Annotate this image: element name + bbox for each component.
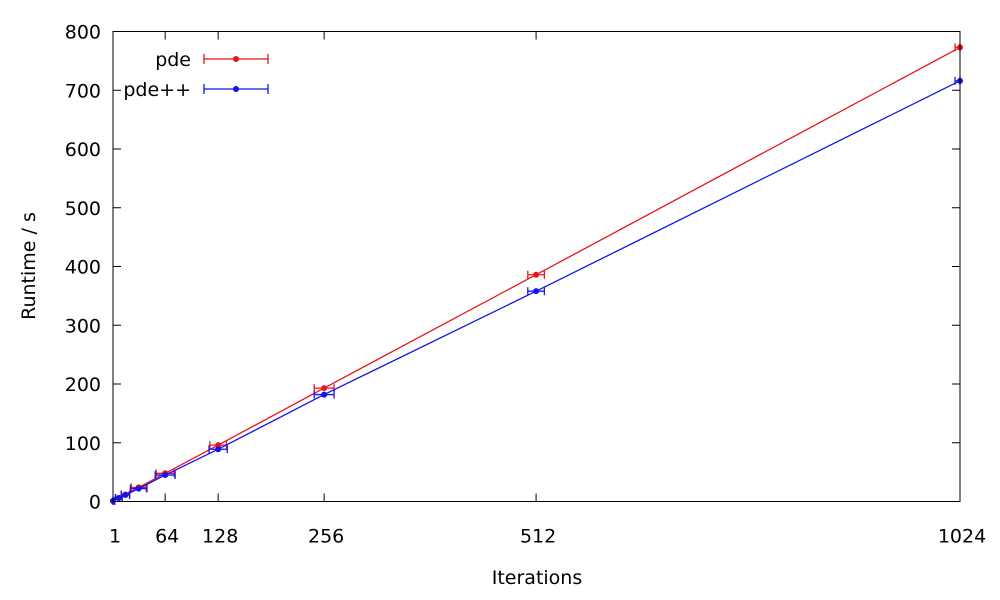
y-tick-label: 600 [65, 139, 101, 161]
data-point [533, 288, 540, 295]
x-axis: 1 64 128 256 512 1024 [109, 31, 986, 548]
data-point [321, 391, 328, 398]
x-tick-label: 128 [202, 526, 238, 548]
data-point [215, 442, 222, 449]
legend-entry-pde: pde [155, 49, 269, 71]
data-point [162, 472, 169, 479]
data-point [533, 271, 540, 278]
y-axis: 0 100 200 300 400 500 600 700 800 [65, 22, 960, 514]
x-tick-label: 512 [520, 526, 556, 548]
y-tick-label: 800 [65, 22, 101, 44]
data-point [122, 492, 129, 499]
plot-area [110, 43, 963, 505]
data-point [215, 446, 222, 453]
y-tick-label: 0 [89, 492, 101, 514]
x-tick-label: 256 [308, 526, 344, 548]
y-axis-label: Runtime / s [18, 212, 40, 320]
legend-entry-pde++: pde++ [123, 79, 269, 101]
x-tick-label: 64 [155, 526, 179, 548]
legend-marker [233, 86, 239, 92]
legend-label: pde [155, 49, 191, 71]
y-tick-label: 100 [65, 433, 101, 455]
x-tick-label: 1024 [938, 526, 986, 548]
legend-label: pde++ [123, 79, 191, 101]
y-tick-label: 300 [65, 315, 101, 337]
legend-marker [233, 56, 239, 62]
series-pde [110, 43, 963, 505]
legend: pde pde++ [123, 49, 269, 101]
plot-frame [112, 31, 961, 502]
x-tick-label: 1 [109, 526, 121, 548]
y-tick-label: 500 [65, 198, 101, 220]
x-axis-label: Iterations [492, 567, 583, 589]
y-tick-label: 400 [65, 257, 101, 279]
data-point [135, 485, 142, 492]
data-point [321, 385, 328, 392]
series-pde++ [110, 76, 963, 505]
y-tick-label: 200 [65, 374, 101, 396]
y-tick-label: 700 [65, 80, 101, 102]
data-point [115, 494, 122, 501]
